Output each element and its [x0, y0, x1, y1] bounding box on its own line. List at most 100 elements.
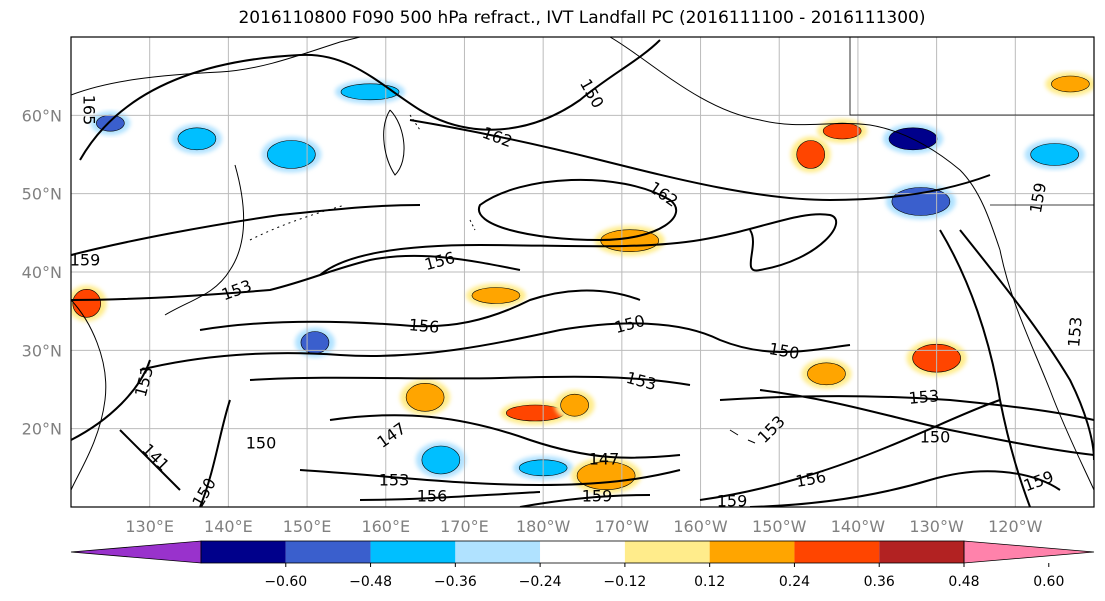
colorbar-segment [709, 541, 795, 563]
contour-label: 159 [1021, 467, 1056, 495]
contour-label: 159 [70, 251, 101, 270]
contour-156 [319, 213, 837, 276]
contour-label: 156 [423, 248, 457, 274]
chart-title: 2016110800 F090 500 hPa refract., IVT La… [238, 8, 926, 28]
colorbar-tick-label: −0.12 [603, 574, 646, 590]
contour-162-ring [477, 178, 677, 242]
contour-label: 150 [767, 339, 800, 363]
contour-west-arc [71, 359, 151, 441]
coastline-japan [164, 164, 245, 316]
shade-core [340, 83, 400, 101]
shade-core [796, 140, 826, 169]
colorbar-extend-max [963, 540, 1095, 564]
lon-tick-label: 180°W [516, 517, 571, 536]
border-canada [849, 37, 1094, 116]
contour-153 [71, 254, 521, 301]
longitude-tick-labels: 130°E 140°E 150°E 160°E 170°E 180°W 170°W 160°W… [125, 517, 1042, 536]
shade-core [471, 287, 521, 304]
shade-core [267, 140, 316, 169]
lon-tick-label: 170°E [440, 517, 489, 536]
contour-label: 150 [246, 434, 277, 453]
contour-150-lower [759, 389, 1094, 456]
contour-162 [409, 119, 991, 202]
lon-tick-label: 150°W [752, 517, 807, 536]
shade-core [405, 383, 445, 412]
coastline-alaska [609, 37, 1001, 251]
lon-tick-label: 130°E [125, 517, 174, 536]
coastline-asia [71, 37, 361, 96]
colorbar-segment [285, 541, 371, 563]
coastline-china [71, 299, 107, 491]
coastline-kamchatka [383, 109, 405, 176]
contour-label: 150 [920, 428, 951, 447]
colorbar-tick-label: 0.60 [1033, 574, 1064, 590]
coastline-hawaii [729, 429, 756, 444]
shade-core [891, 187, 951, 216]
contour-label: 162 [480, 123, 515, 151]
contour-147 [329, 414, 681, 459]
shade-core [96, 114, 125, 132]
colorbar-segment [540, 541, 625, 563]
shade-core [72, 289, 102, 318]
shade-core [421, 445, 461, 475]
contour-label: 150 [613, 311, 647, 337]
contour-153-east [719, 395, 1094, 421]
contour-label: 153 [754, 412, 789, 447]
lat-tick-label: 30°N [22, 341, 62, 360]
lat-tick-label: 60°N [22, 106, 62, 125]
contour-150-sw [199, 399, 231, 507]
contour-label: 153 [1064, 316, 1086, 348]
colorbar-tick-label: 0.24 [779, 574, 810, 590]
colorbar-segment [879, 541, 964, 563]
height-contours [71, 39, 1094, 507]
coastline-kuriles [249, 204, 346, 241]
contour-159-east [749, 470, 1061, 507]
contour-label: 165 [80, 95, 99, 126]
lat-tick-label: 40°N [22, 263, 62, 282]
colorbar-tick-labels: −0.60 −0.48 −0.36 −0.24 −0.12 0.12 0.24 0.36 0.4… [264, 563, 1064, 590]
contour-156-south [359, 491, 541, 501]
colorbar-segment [455, 541, 541, 563]
lat-tick-label: 20°N [22, 420, 62, 439]
shade-core [560, 393, 589, 417]
contour-label: 156 [417, 487, 448, 506]
contour-label: 156 [408, 315, 440, 337]
shaded-field [71, 72, 1094, 494]
contour-label: 153 [131, 365, 157, 399]
colorbar-tick-label: 0.12 [694, 574, 725, 590]
contour-label: 159 [717, 492, 748, 511]
contour-ridge-2 [959, 229, 1094, 461]
contour-165 [79, 39, 661, 161]
latitude-tick-labels: 20°N 30°N 40°N 50°N 60°N [22, 106, 62, 438]
lon-tick-label: 120°W [988, 517, 1043, 536]
colorbar-segment [201, 541, 286, 563]
shade-core [822, 122, 862, 140]
lon-tick-label: 150°E [283, 517, 332, 536]
colorbar-extend-min [70, 540, 202, 564]
contour-label: 147 [373, 419, 409, 452]
colorbar-tick-label: −0.24 [519, 574, 562, 590]
contour-label: 156 [794, 467, 827, 491]
colorbar-segment [624, 541, 710, 563]
contour-label: 147 [589, 450, 620, 469]
contour-141 [119, 429, 181, 491]
contour-label: 153 [379, 471, 410, 490]
colorbar-segment [370, 541, 456, 563]
colorbar-tick-label: −0.36 [434, 574, 477, 590]
lon-tick-label: 160°E [361, 517, 410, 536]
contour-150 [139, 322, 851, 371]
contour-153-lower [249, 375, 691, 386]
colorbar [70, 540, 1095, 564]
lon-tick-label: 130°W [909, 517, 964, 536]
shade-core [807, 362, 846, 386]
coastline-aleutians [409, 114, 476, 231]
lon-tick-label: 140°E [204, 517, 253, 536]
shade-core [1030, 143, 1079, 166]
colorbar-segment [794, 541, 880, 563]
contour-label: 159 [1026, 181, 1050, 214]
contour-label: 141 [138, 440, 173, 475]
contour-label: 153 [908, 386, 940, 408]
colorbar-tick-label: 0.48 [948, 574, 979, 590]
lon-tick-label: 140°W [831, 517, 886, 536]
